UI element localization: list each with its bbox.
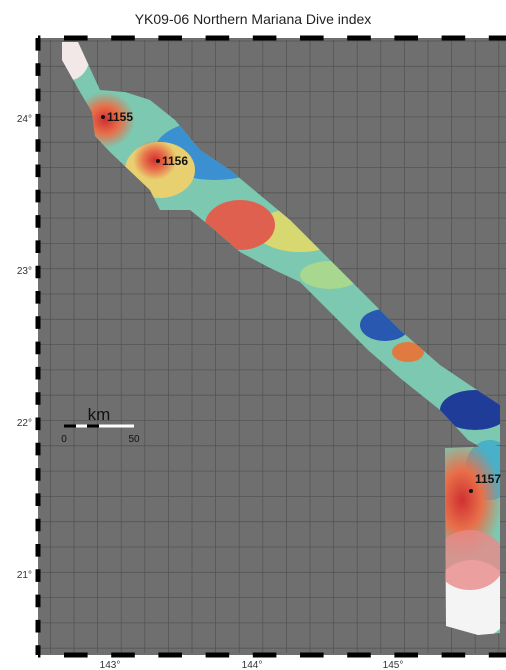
lat-label: 24° xyxy=(17,114,32,125)
scale-tick: 0 xyxy=(61,434,67,445)
dive-label: 1155 xyxy=(107,110,133,124)
lon-label: 143° xyxy=(100,660,121,670)
title: YK09-06 Northern Mariana Dive index xyxy=(135,11,372,27)
map-figure: YK09-06 Northern Mariana Dive index km 0… xyxy=(0,0,506,670)
dive-site xyxy=(469,489,473,493)
dive-label: 1156 xyxy=(162,154,188,168)
lon-label: 145° xyxy=(383,660,404,670)
lon-label: 144° xyxy=(242,660,263,670)
lat-label: 21° xyxy=(17,570,32,581)
scale-tick: 50 xyxy=(128,434,140,445)
dive-site xyxy=(101,115,105,119)
scale-unit: km xyxy=(88,405,111,424)
lat-label: 22° xyxy=(17,418,32,429)
lat-label: 23° xyxy=(17,266,32,277)
dive-label: 1157 xyxy=(475,472,501,486)
dive-site xyxy=(156,159,160,163)
